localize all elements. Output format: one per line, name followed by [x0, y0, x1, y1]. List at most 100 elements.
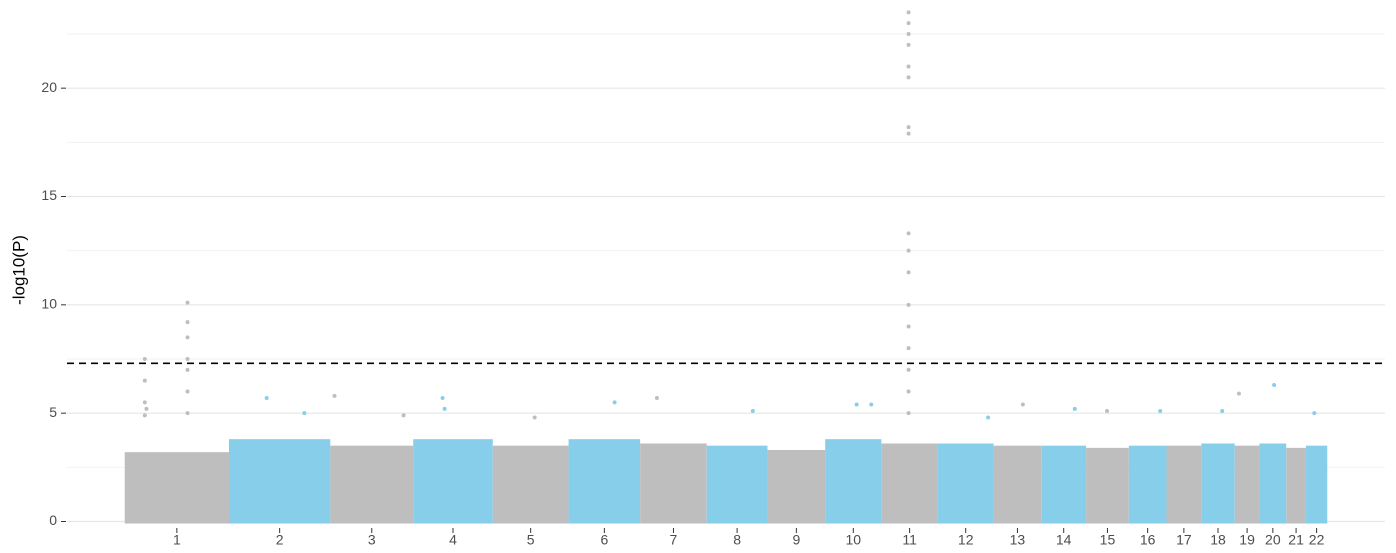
x-tick-label: 18: [1210, 532, 1226, 548]
bulk-points: [330, 445, 414, 524]
x-tick-label: 1: [173, 532, 181, 548]
bulk-points: [1086, 447, 1129, 524]
point: [1236, 391, 1241, 396]
x-tick-label: 14: [1056, 532, 1072, 548]
x-tick-label: 5: [527, 532, 535, 548]
bulk-points: [568, 439, 641, 524]
bulk-points: [1201, 443, 1235, 524]
x-tick-label: 4: [449, 532, 457, 548]
x-tick-label: 17: [1176, 532, 1192, 548]
point: [401, 413, 406, 418]
point: [185, 389, 190, 394]
point: [869, 402, 874, 407]
point: [1220, 409, 1225, 413]
bulk-points: [1259, 443, 1287, 524]
point: [185, 357, 190, 361]
point: [532, 415, 537, 420]
x-tick-label: 20: [1265, 532, 1281, 548]
x-tick-label: 15: [1100, 532, 1116, 548]
point: [185, 335, 190, 340]
point: [442, 406, 447, 411]
bulk-points: [937, 443, 994, 524]
point: [906, 131, 911, 136]
point: [1272, 383, 1277, 387]
point: [440, 396, 445, 400]
point: [302, 411, 307, 416]
point: [906, 21, 911, 26]
x-tick-label: 9: [792, 532, 800, 548]
bulk-points: [124, 452, 229, 524]
point: [906, 42, 911, 47]
y-tick-label: 0: [49, 512, 57, 528]
point: [906, 302, 911, 307]
point: [1105, 409, 1110, 413]
point: [142, 378, 147, 383]
bulk-points: [228, 439, 331, 524]
point: [986, 415, 991, 420]
bulk-points: [413, 439, 493, 524]
y-tick-label: 15: [41, 187, 57, 203]
y-tick-label: 20: [41, 79, 57, 95]
x-tick-label: 6: [600, 532, 608, 548]
point: [906, 10, 911, 15]
point: [1158, 409, 1163, 413]
point: [185, 367, 190, 372]
x-tick-label: 10: [846, 532, 862, 548]
bulk-points: [706, 445, 768, 524]
x-tick-label: 13: [1010, 532, 1026, 548]
x-tick-label: 16: [1140, 532, 1156, 548]
x-tick-label: 3: [368, 532, 376, 548]
y-tick-label: 5: [49, 404, 57, 420]
x-tick-label: 21: [1288, 532, 1304, 548]
point: [750, 409, 755, 413]
x-tick-label: 8: [733, 532, 741, 548]
x-tick-label: 7: [670, 532, 678, 548]
x-tick-label: 11: [902, 532, 917, 548]
x-tick-label: 12: [958, 532, 974, 548]
point: [906, 270, 911, 275]
point: [332, 393, 337, 398]
point: [1072, 406, 1077, 411]
point: [906, 231, 911, 236]
point: [264, 396, 269, 400]
point: [185, 300, 190, 305]
point: [906, 346, 911, 351]
point: [906, 248, 911, 253]
point: [906, 125, 911, 130]
bulk-points: [1166, 445, 1202, 524]
point: [185, 320, 190, 325]
point: [185, 411, 190, 416]
point: [142, 400, 147, 405]
point: [1020, 402, 1025, 407]
bulk-points: [993, 445, 1042, 524]
bulk-points: [825, 439, 882, 524]
bulk-points: [1305, 445, 1328, 524]
point: [906, 324, 911, 329]
point: [906, 75, 911, 80]
point: [906, 367, 911, 372]
bulk-points: [881, 443, 938, 524]
bulk-points: [640, 443, 707, 524]
point: [654, 396, 659, 400]
point: [906, 389, 911, 394]
point: [906, 411, 911, 416]
bulk-points: [1234, 445, 1260, 524]
point: [612, 400, 617, 405]
bulk-points: [492, 445, 569, 524]
point: [854, 402, 859, 407]
y-tick-label: 10: [41, 296, 57, 312]
point: [1312, 411, 1317, 416]
x-tick-label: 2: [276, 532, 284, 548]
bulk-points: [1041, 445, 1087, 524]
x-tick-label: 19: [1239, 532, 1255, 548]
point: [144, 406, 149, 411]
point: [142, 413, 147, 418]
bulk-points: [767, 450, 826, 524]
bulk-points: [1286, 447, 1306, 524]
point: [906, 64, 911, 69]
point: [142, 357, 147, 361]
bulk-points: [1128, 445, 1167, 524]
y-axis-label: -log10(P): [9, 235, 28, 305]
point: [906, 32, 911, 36]
